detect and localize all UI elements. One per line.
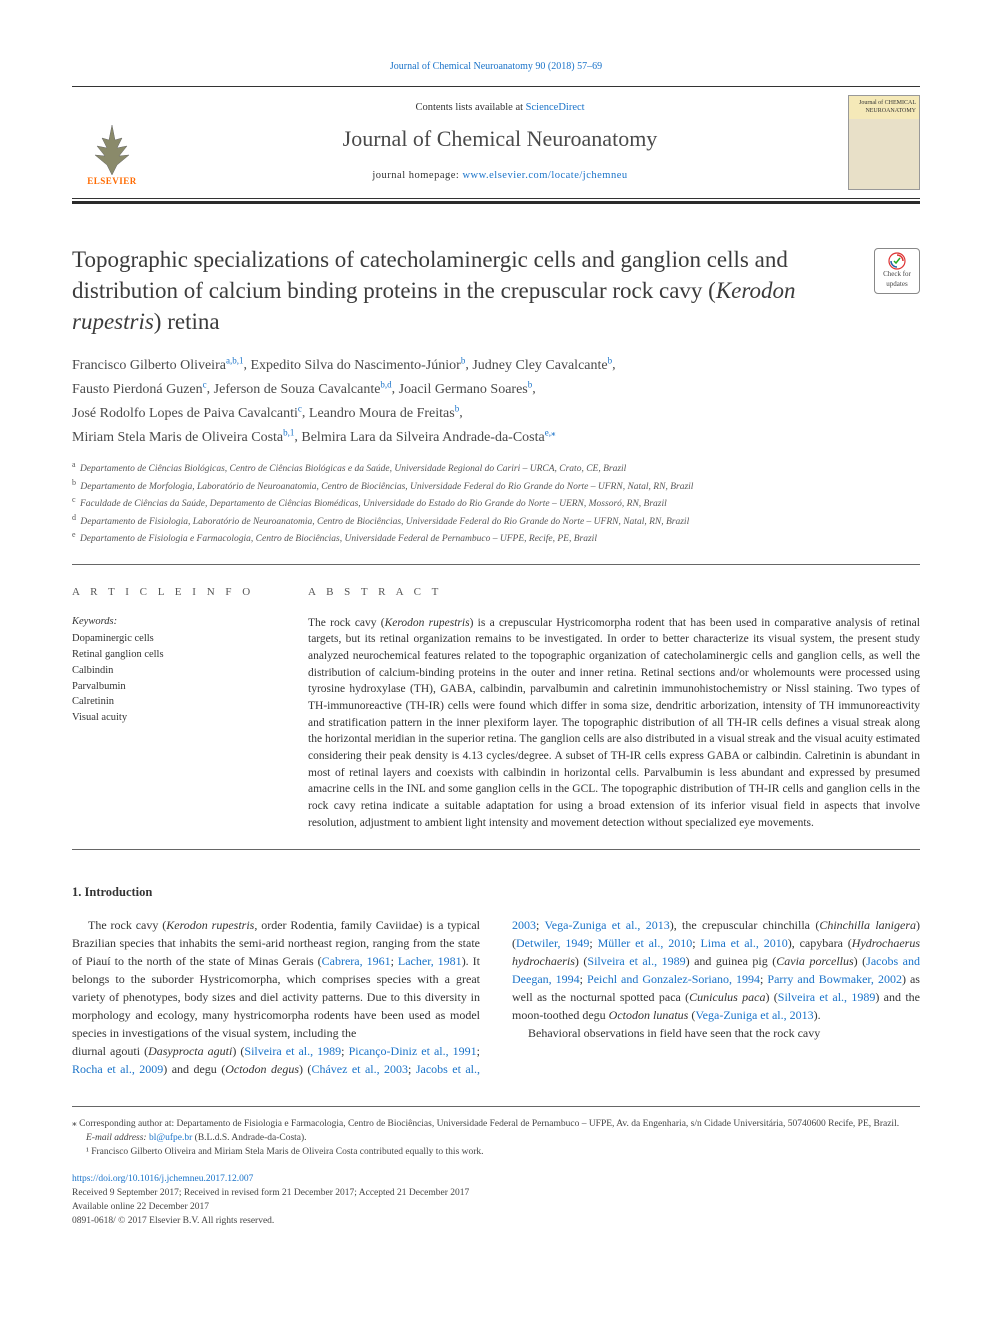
sciencedirect-link[interactable]: ScienceDirect <box>526 102 585 113</box>
keyword: Calbindin <box>72 663 272 679</box>
available-line: Available online 22 December 2017 <box>72 1200 920 1214</box>
abstract-text: The rock cavy (Kerodon rupestris) is a c… <box>308 615 920 832</box>
cover-title-text: Journal of CHEMICAL NEUROANATOMY <box>852 99 916 116</box>
journal-citation: Journal of Chemical Neuroanatomy 90 (201… <box>72 60 920 74</box>
article-info-heading: A R T I C L E I N F O <box>72 585 272 600</box>
check-badge-bottom: updates <box>886 280 907 290</box>
journal-name: Journal of Chemical Neuroanatomy <box>152 124 848 155</box>
article-title: Topographic specializations of catechola… <box>72 244 920 337</box>
author: Fausto Pierdoná Guzenc <box>72 382 207 397</box>
keyword: Parvalbumin <box>72 679 272 695</box>
affiliation: e Departamento de Fisiologia e Farmacolo… <box>72 529 920 546</box>
author: Expedito Silva do Nascimento-Júniorb <box>250 358 465 373</box>
homepage-line: journal homepage: www.elsevier.com/locat… <box>152 169 848 184</box>
corr-text: ⁎ Corresponding author at: Departamento … <box>72 1119 899 1129</box>
journal-homepage-link[interactable]: www.elsevier.com/locate/jchemneu <box>462 170 627 181</box>
keywords-list: Dopaminergic cellsRetinal ganglion cells… <box>72 631 272 726</box>
doi-line: https://doi.org/10.1016/j.jchemneu.2017.… <box>72 1172 920 1186</box>
author: Leandro Moura de Freitasb <box>309 406 459 421</box>
author: Miriam Stela Maris de Oliveira Costab,1 <box>72 430 294 445</box>
affiliation: d Departamento de Fisiologia, Laboratóri… <box>72 512 920 529</box>
keywords-label: Keywords: <box>72 615 272 630</box>
doi-link[interactable]: https://doi.org/10.1016/j.jchemneu.2017.… <box>72 1174 253 1184</box>
author-list: Francisco Gilberto Oliveiraa,b,1, Expedi… <box>72 353 920 449</box>
header-rule <box>72 201 920 204</box>
author: Joacil Germano Soaresb <box>399 382 533 397</box>
keyword: Visual acuity <box>72 710 272 726</box>
intro-heading: 1. Introduction <box>72 884 920 902</box>
copyright-line: 0891-0618/ © 2017 Elsevier B.V. All righ… <box>72 1214 920 1228</box>
divider-rule <box>72 564 920 565</box>
received-line: Received 9 September 2017; Received in r… <box>72 1186 920 1200</box>
corresponding-author-note: ⁎ Corresponding author at: Departamento … <box>72 1117 920 1131</box>
abstract-column: A B S T R A C T The rock cavy (Kerodon r… <box>308 585 920 831</box>
keyword: Dopaminergic cells <box>72 631 272 647</box>
author: Judney Cley Cavalcanteb <box>472 358 612 373</box>
email-line: E-mail address: bl@ufpe.br (B.L.d.S. And… <box>86 1131 920 1145</box>
journal-header: ELSEVIER Contents lists available at Sci… <box>72 86 920 199</box>
journal-cover-thumbnail: Journal of CHEMICAL NEUROANATOMY <box>848 95 920 190</box>
author: José Rodolfo Lopes de Paiva Cavalcantic <box>72 406 302 421</box>
contents-line: Contents lists available at ScienceDirec… <box>152 101 848 116</box>
affiliation-list: a Departamento de Ciências Biológicas, C… <box>72 459 920 546</box>
keyword: Calretinin <box>72 694 272 710</box>
elsevier-tree-icon <box>87 120 137 175</box>
affiliation: b Departamento de Morfologia, Laboratóri… <box>72 477 920 494</box>
check-badge-top: Check for <box>883 270 911 280</box>
author: Jeferson de Souza Cavalcanteb,d <box>214 382 392 397</box>
affiliation: c Faculdade de Ciências da Saúde, Depart… <box>72 494 920 511</box>
check-updates-icon <box>888 252 906 270</box>
elsevier-logo: ELSEVIER <box>72 98 152 188</box>
affiliation: a Departamento de Ciências Biológicas, C… <box>72 459 920 476</box>
equal-contribution-note: ¹ Francisco Gilberto Oliveira and Miriam… <box>86 1145 920 1159</box>
email-link[interactable]: bl@ufpe.br <box>149 1133 192 1143</box>
keyword: Retinal ganglion cells <box>72 647 272 663</box>
journal-citation-link[interactable]: Journal of Chemical Neuroanatomy 90 (201… <box>390 61 602 72</box>
email-label: E-mail address: <box>86 1133 149 1143</box>
author: Belmira Lara da Silveira Andrade-da-Cost… <box>301 430 555 445</box>
intro-body: The rock cavy (Kerodon rupestris, order … <box>72 916 920 1078</box>
homepage-prefix: journal homepage: <box>372 170 462 181</box>
author: Francisco Gilberto Oliveiraa,b,1 <box>72 358 243 373</box>
elsevier-logo-text: ELSEVIER <box>87 175 137 188</box>
article-info-column: A R T I C L E I N F O Keywords: Dopamine… <box>72 585 272 831</box>
check-updates-badge[interactable]: Check for updates <box>874 248 920 294</box>
divider-rule <box>72 849 920 850</box>
email-suffix: (B.L.d.S. Andrade-da-Costa). <box>192 1133 306 1143</box>
footnotes: ⁎ Corresponding author at: Departamento … <box>72 1106 920 1229</box>
abstract-heading: A B S T R A C T <box>308 585 920 600</box>
contents-prefix: Contents lists available at <box>415 102 525 113</box>
